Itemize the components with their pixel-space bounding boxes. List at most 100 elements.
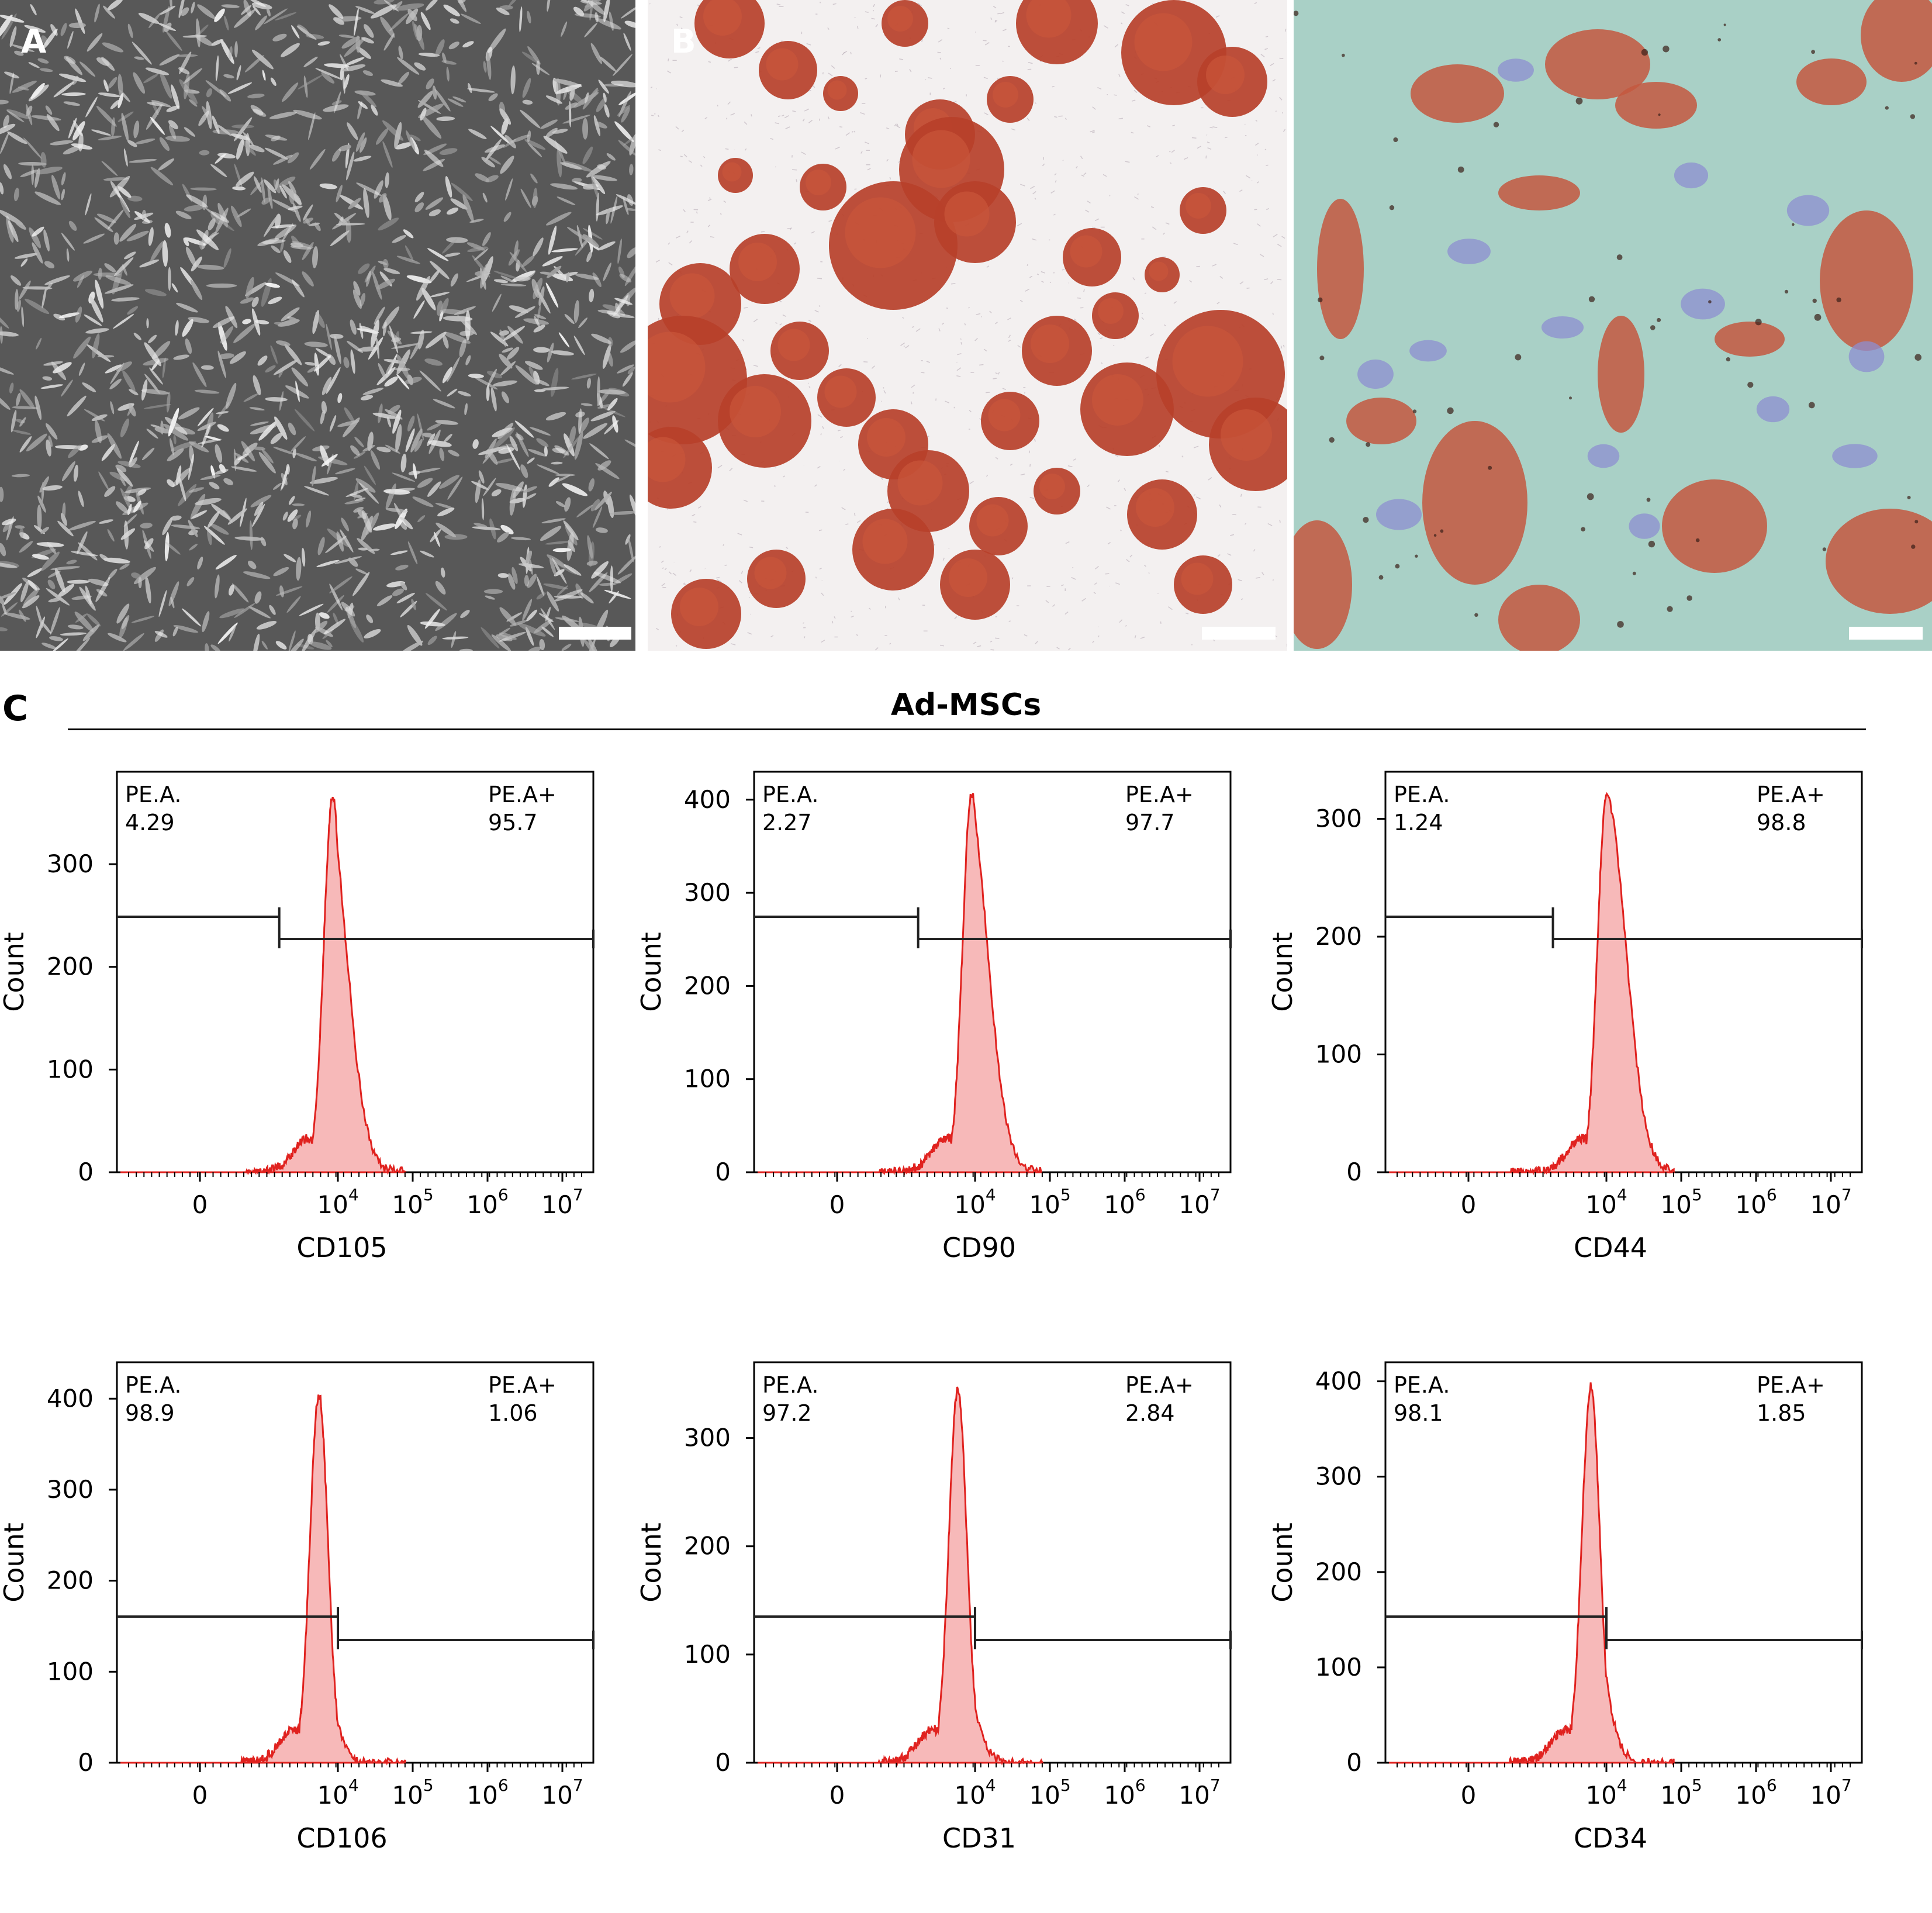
gate-right-label: PE.A+ — [1757, 1372, 1825, 1398]
scale-bar-b — [1202, 627, 1276, 640]
histogram-curve — [120, 1394, 406, 1766]
gate-left-value: 1.24 — [1394, 810, 1443, 835]
gate-right-value: 1.06 — [488, 1400, 538, 1426]
y-tick-label: 100 — [684, 1065, 731, 1093]
histogram-curve — [1389, 1382, 1675, 1766]
x-tick-label: 104 — [317, 1776, 358, 1810]
x-tick-label: 0 — [1461, 1190, 1477, 1219]
y-tick-label: 400 — [47, 1384, 94, 1413]
gate-left-value: 98.1 — [1394, 1400, 1443, 1426]
gate-markers — [754, 1607, 1232, 1649]
y-tick-label: 0 — [78, 1748, 94, 1777]
y-tick-label: 300 — [47, 850, 94, 878]
gate-right-label: PE.A+ — [1757, 782, 1825, 807]
x-tick-label: 105 — [1660, 1776, 1702, 1810]
histogram-curve — [120, 796, 406, 1176]
y-tick-label: 0 — [715, 1748, 731, 1777]
x-tick-label: 107 — [541, 1776, 583, 1810]
gate-left-label: PE.A. — [1394, 782, 1450, 807]
x-tick-label: 104 — [954, 1185, 996, 1219]
gate-right-value: 95.7 — [488, 810, 538, 835]
histogram-cd90: PE.A. 2.27 PE.A+ 97.7 0 100 200 300 400 0 104 105 10… — [635, 771, 1232, 1263]
x-tick-label: 106 — [1104, 1185, 1145, 1219]
gate-left-label: PE.A. — [125, 1372, 181, 1398]
x-tick-label: 0 — [830, 1190, 845, 1219]
y-tick-label: 0 — [78, 1158, 94, 1186]
x-tick-label: 0 — [192, 1781, 208, 1810]
x-tick-label: 107 — [1178, 1185, 1220, 1219]
y-axis-label: Count — [0, 932, 30, 1012]
panel-letter-a: A — [21, 23, 47, 61]
section-divider — [68, 728, 1866, 730]
phase-contrast-image — [0, 0, 635, 651]
y-tick-label: 100 — [47, 1055, 94, 1083]
y-tick-label: 300 — [684, 1424, 731, 1452]
lipid-droplets — [1294, 0, 1932, 651]
x-tick-label: 104 — [954, 1776, 996, 1810]
y-tick-label: 0 — [715, 1158, 731, 1186]
y-tick-label: 300 — [47, 1475, 94, 1504]
histogram-cd34: PE.A.98.1 PE.A+1.85 0 100 200 300 400 0 104 105 10… — [1267, 1361, 1863, 1854]
y-tick-label: 200 — [684, 971, 731, 1000]
x-tick-label: 0 — [830, 1781, 845, 1810]
section-title: Ad-MSCs — [890, 688, 1042, 723]
gate-right-label: PE.A+ — [488, 782, 557, 807]
y-tick-label: 100 — [684, 1640, 731, 1669]
histogram-curve — [758, 1386, 1044, 1766]
x-tick-label: 104 — [1585, 1776, 1627, 1810]
micrograph-panel-3 — [1294, 0, 1932, 651]
x-tick-label: 104 — [317, 1185, 358, 1219]
gate-left-label: PE.A. — [1394, 1372, 1450, 1398]
y-tick-label: 100 — [1315, 1040, 1362, 1069]
x-tick-label: 106 — [1104, 1776, 1145, 1810]
gate-left-value: 97.2 — [762, 1400, 812, 1426]
oil-red-image — [1294, 0, 1932, 651]
gate-right-label: PE.A+ — [1125, 782, 1194, 807]
gate-left-value: 2.27 — [762, 810, 812, 835]
x-tick-label: 107 — [1178, 1776, 1220, 1810]
x-tick-label: 105 — [392, 1776, 433, 1810]
gate-markers — [117, 907, 595, 948]
micrograph-panel-b: B — [648, 0, 1287, 651]
y-tick-label: 200 — [47, 1566, 94, 1595]
histogram-cd105: PE.A. 4.29 PE.A+ 95.7 0 100 200 300 0 104 105 106 10… — [0, 771, 595, 1263]
gate-left-value: 98.9 — [125, 1400, 175, 1426]
micrograph-panel-a: A — [0, 0, 635, 651]
mineral-nodules — [648, 0, 1287, 651]
x-tick-label: 106 — [1735, 1185, 1777, 1219]
y-axis-label: Count — [1267, 932, 1298, 1012]
x-tick-label: 106 — [1735, 1776, 1777, 1810]
x-tick-label: 104 — [1585, 1185, 1627, 1219]
gate-right-label: PE.A+ — [1125, 1372, 1194, 1398]
y-axis-label: Count — [635, 932, 667, 1012]
scale-bar-3 — [1849, 627, 1923, 640]
x-tick-label: 107 — [1810, 1185, 1851, 1219]
gate-markers — [1385, 907, 1863, 948]
gate-right-value: 97.7 — [1125, 810, 1175, 835]
x-tick-label: 0 — [1461, 1781, 1477, 1810]
histogram-cd44: PE.A. 1.24 PE.A+ 98.8 0 100 200 300 0 104 105 106 10… — [1267, 771, 1863, 1263]
y-tick-label: 0 — [1346, 1158, 1362, 1186]
gate-left-label: PE.A. — [762, 782, 818, 807]
y-tick-label: 0 — [1346, 1748, 1362, 1777]
histogram-curve — [1389, 792, 1675, 1176]
x-tick-label: 107 — [541, 1185, 583, 1219]
x-tick-label: 106 — [466, 1185, 508, 1219]
y-tick-label: 100 — [1315, 1653, 1362, 1681]
gate-markers — [117, 1607, 595, 1649]
x-axis-label: CD34 — [1574, 1822, 1647, 1854]
gate-right-value: 98.8 — [1757, 810, 1806, 835]
y-tick-label: 200 — [47, 952, 94, 981]
gate-left-value: 4.29 — [125, 810, 175, 835]
gate-right-value: 1.85 — [1757, 1400, 1806, 1426]
x-tick-label: 105 — [1660, 1185, 1702, 1219]
y-axis-label: Count — [635, 1522, 667, 1603]
x-axis-label: CD106 — [296, 1822, 387, 1854]
x-axis-label: CD44 — [1574, 1232, 1647, 1263]
y-tick-label: 200 — [1315, 1558, 1362, 1586]
y-axis-label: Count — [1267, 1522, 1298, 1603]
histogram-cd106: PE.A.98.9 PE.A+1.06 0 100 200 300 400 0 104 105 10… — [0, 1361, 595, 1854]
gate-left-label: PE.A. — [762, 1372, 818, 1398]
x-axis-label: CD105 — [296, 1232, 387, 1263]
x-tick-label: 105 — [392, 1185, 433, 1219]
